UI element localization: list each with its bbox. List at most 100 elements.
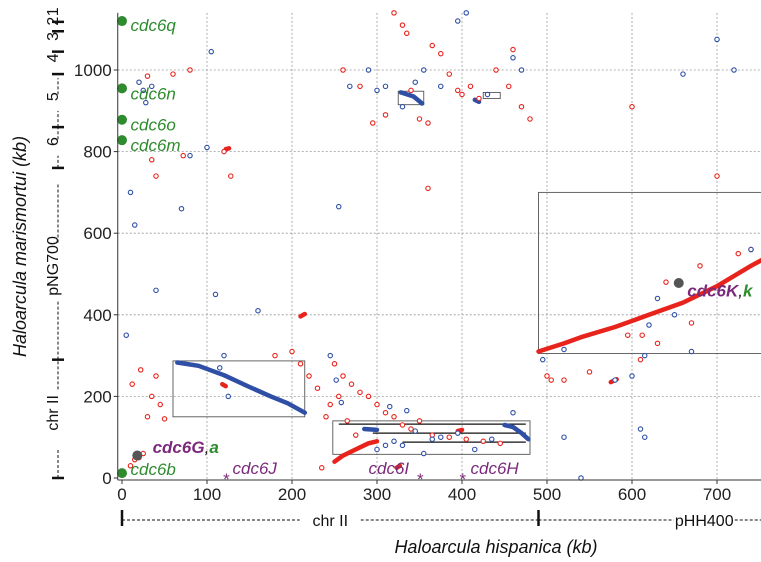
synteny-box [482,91,501,100]
x-axis-title: Haloarcula hispanica (kb) [394,537,597,557]
reverse-point [463,10,469,16]
gene-label-part: , [738,281,743,300]
forward-point [306,373,312,379]
forward-point [129,381,135,387]
reverse-point [391,438,397,445]
reverse-point [403,407,410,414]
y-tick-label: 400 [83,306,111,325]
synteny-box [172,360,306,418]
reverse-alignment-segment [362,426,380,433]
reverse-point [204,144,210,151]
forward-point [170,71,176,77]
y-region-label: chr II [45,395,62,431]
forward-point [153,173,159,179]
forward-point [518,103,525,110]
reverse-point [187,152,193,159]
forward-point [629,103,635,110]
reverse-point [412,428,418,434]
gene-label-part: a [209,438,218,457]
reverse-point [748,246,754,253]
connector-lines [176,362,526,443]
reverse-point [212,291,219,298]
reverse-point [382,442,389,449]
gene-label-part: cdc6m [131,136,181,155]
reverse-point [454,430,461,436]
y-tick-label: 800 [83,143,111,162]
forward-point [493,67,499,73]
forward-point [459,91,465,98]
forward-point [357,389,363,396]
x-tick-label: 500 [533,485,561,504]
forward-point [391,10,397,16]
forward-point [624,332,631,338]
forward-point [688,320,695,326]
gene-dot [117,16,127,27]
reverse-point [646,322,652,328]
gene-label-part: cdc6K [687,281,740,300]
reverse-point [386,403,393,410]
reverse-point [561,434,567,440]
gene-label-part: cdc6I [369,459,410,478]
forward-point [463,436,469,442]
forward-point [153,373,159,379]
gene-dot [132,450,143,461]
forward-point [497,440,503,447]
reverse-point [335,203,342,210]
reverse-point [412,79,418,85]
forward-point [505,83,512,90]
synteny-boxes [172,90,761,455]
grid-lines [117,12,761,481]
forward-point [327,401,333,408]
gene-label: cdc6J [233,459,278,478]
reverse-point [680,71,686,77]
reverse-alignment-segment [472,97,482,105]
reverse-point [225,393,232,400]
reverse-alignment-segment [502,422,531,442]
y-tick-label: 0 [102,469,111,488]
forward-point [297,361,304,367]
reverse-point [641,434,648,440]
gene-label-part: cdc6b [131,460,176,479]
y-region-label: pNG700 [45,236,62,296]
forward-point [314,385,321,391]
reverse-point [641,352,648,359]
synteny-box [538,191,761,355]
reverse-point [578,475,584,481]
x-tick-label: 700 [703,485,731,504]
forward-point [157,401,164,408]
reverse-point [333,377,339,383]
reverse-point [637,426,644,432]
reverse-point [123,332,130,338]
gene-label: cdc6q [131,16,177,35]
reverse-point [714,36,720,43]
forward-point [340,373,346,379]
reverse-point [399,442,406,449]
reverse-point [429,436,435,442]
gene-dot [673,277,684,288]
reverse-point [420,450,427,457]
reverse-point [484,91,491,98]
forward-point [399,422,406,428]
gene-label-part: , [205,438,210,457]
gene-star-mark: * [459,470,467,489]
forward-point [480,438,486,445]
forward-point [429,42,435,49]
gene-label-part: cdc6H [471,459,520,478]
reverse-point [365,67,372,73]
forward-point [365,393,372,400]
reverse-point [488,436,495,442]
reverse-point [132,222,138,228]
reverse-alignment-segment [175,360,308,415]
forward-alignment-segment [223,146,232,152]
forward-alignment-segment [332,439,380,464]
forward-point [454,87,461,94]
forward-alignment-segment [220,381,228,389]
y-tick-label: 600 [83,224,111,243]
forward-point [318,465,325,471]
reverse-point [338,399,345,406]
reverse-point [255,307,261,314]
gene-label: cdc6o [131,116,176,135]
gene-star-mark: * [416,470,424,489]
forward-alignment-segment [536,257,761,354]
